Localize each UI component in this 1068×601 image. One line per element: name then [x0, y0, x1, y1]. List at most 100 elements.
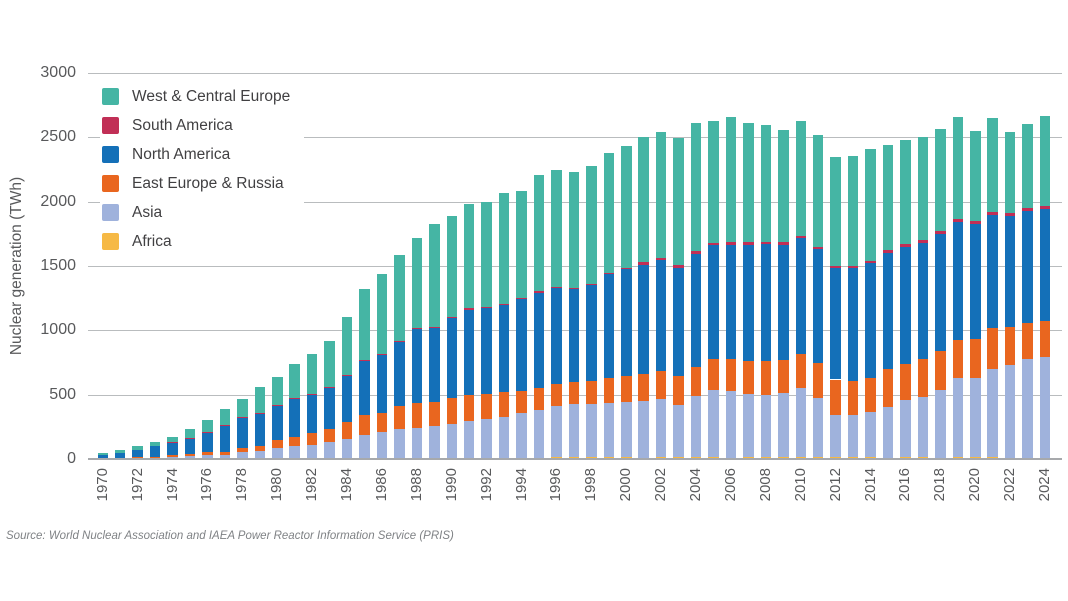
bar-segment-west-central-europe: [202, 420, 213, 433]
gridline-3000: [88, 73, 1062, 74]
bar-segment-north-america: [237, 417, 248, 449]
bar-segment-west-central-europe: [673, 138, 684, 266]
bar-segment-north-america: [690, 253, 702, 367]
bar-segment-asia: [917, 397, 929, 458]
x-tick-label-1990: 1990: [442, 468, 460, 502]
bar-segment-west-central-europe: [411, 237, 423, 329]
bar-segment-asia: [341, 438, 353, 459]
bar-segment-asia: [778, 392, 789, 458]
bar-segment-west-central-europe: [987, 117, 998, 212]
bar-segment-east-europe-russia: [952, 339, 964, 378]
bar-segment-north-america: [952, 221, 964, 340]
bar-segment-asia: [1039, 357, 1051, 458]
gridline-2500: [88, 137, 1062, 139]
bar-segment-east-europe-russia: [184, 454, 196, 456]
bar-segment-west-central-europe: [708, 121, 719, 244]
bar-1991: [463, 73, 475, 459]
bar-segment-east-europe-russia: [882, 369, 894, 407]
bar-segment-asia: [708, 390, 719, 458]
bar-segment-east-europe-russia: [551, 383, 562, 406]
bar-segment-east-europe-russia: [114, 457, 126, 459]
bar-segment-asia: [376, 432, 388, 458]
bar-segment-west-central-europe: [586, 166, 597, 284]
bar-segment-asia: [498, 416, 510, 459]
bar-segment-west-central-europe: [1004, 131, 1016, 213]
x-axis-line: [88, 458, 1062, 460]
bar-segment-west-central-europe: [237, 398, 248, 418]
bar-segment-south-america: [603, 273, 615, 275]
legend-swatch-africa: [102, 233, 119, 250]
bar-segment-asia: [638, 400, 649, 458]
legend-label-africa: Africa: [132, 232, 172, 250]
bar-segment-south-america: [516, 298, 527, 300]
bar-segment-north-america: [1039, 209, 1051, 322]
legend: West & Central Europe South America North …: [100, 86, 305, 256]
x-tick-label-1978: 1978: [233, 468, 251, 502]
bar-2001: [638, 73, 649, 459]
bar-1985: [359, 73, 370, 459]
bar-2009: [778, 73, 789, 459]
y-tick-label-1000: 1000: [40, 321, 76, 339]
bar-2000: [621, 73, 632, 459]
bar-segment-west-central-europe: [254, 386, 266, 413]
bar-segment-west-central-europe: [778, 129, 789, 243]
bar-segment-north-america: [638, 264, 649, 374]
bar-2019: [952, 73, 964, 459]
bar-segment-asia: [359, 434, 370, 459]
bar-segment-east-europe-russia: [917, 358, 929, 397]
bar-segment-west-central-europe: [655, 132, 667, 258]
bar-segment-west-central-europe: [760, 124, 772, 242]
legend-label-asia: Asia: [132, 203, 163, 221]
bar-segment-north-america: [847, 268, 859, 382]
bar-segment-south-america: [1039, 205, 1051, 210]
bar-segment-south-america: [987, 211, 998, 216]
bar-segment-south-america: [690, 251, 702, 254]
bar-segment-south-america: [463, 308, 475, 310]
bar-segment-south-america: [341, 375, 353, 377]
bar-segment-asia: [987, 369, 998, 458]
x-tick-label-2022: 2022: [1001, 468, 1019, 502]
bar-2024: [1039, 73, 1051, 459]
bar-segment-north-america: [498, 304, 510, 392]
bar-segment-north-america: [184, 437, 196, 454]
bar-segment-east-europe-russia: [690, 366, 702, 397]
x-tick-label-1994: 1994: [512, 468, 530, 502]
plot-area: 0 500 1000 1500 2000 2500 3000 West & Central …: [40, 64, 1062, 467]
bar-segment-asia: [446, 423, 457, 458]
bar-segment-east-europe-russia: [481, 394, 492, 420]
bar-segment-south-america: [533, 291, 545, 293]
bar-2020: [970, 73, 981, 459]
y-tick-label-3000: 3000: [40, 64, 76, 81]
x-tick-label-1996: 1996: [547, 468, 565, 502]
bar-segment-west-central-europe: [865, 148, 876, 261]
bar-segment-east-europe-russia: [533, 388, 545, 410]
bar-segment-asia: [743, 394, 754, 458]
bar-segment-south-america: [795, 235, 806, 239]
x-tick-label-2008: 2008: [756, 468, 774, 502]
bar-segment-north-america: [673, 267, 684, 377]
bar-segment-south-america: [952, 218, 964, 222]
bar-segment-west-central-europe: [551, 169, 562, 287]
bar-1984: [341, 73, 353, 459]
y-tick-label-500: 500: [49, 385, 76, 403]
legend-swatch-south-america: [102, 117, 119, 134]
bar-segment-west-central-europe: [272, 376, 283, 405]
bar-1992: [481, 73, 492, 459]
bar-segment-south-america: [917, 240, 929, 244]
bar-segment-west-central-europe: [184, 429, 196, 438]
bar-1988: [411, 73, 423, 459]
bar-segment-east-europe-russia: [847, 381, 859, 416]
bar-segment-asia: [1004, 365, 1016, 458]
bar-segment-west-central-europe: [446, 215, 457, 318]
bar-segment-asia: [533, 409, 545, 458]
bar-segment-west-central-europe: [149, 441, 161, 447]
x-tick-label-1998: 1998: [582, 468, 600, 502]
bar-segment-asia: [760, 394, 772, 458]
bar-segment-north-america: [219, 425, 231, 452]
y-tick-label-0: 0: [67, 450, 76, 467]
bar-segment-east-europe-russia: [865, 378, 876, 413]
bar-segment-asia: [184, 455, 196, 459]
bar-segment-north-america: [463, 309, 475, 396]
bar-segment-east-europe-russia: [219, 451, 231, 456]
bar-segment-east-europe-russia: [673, 376, 684, 406]
